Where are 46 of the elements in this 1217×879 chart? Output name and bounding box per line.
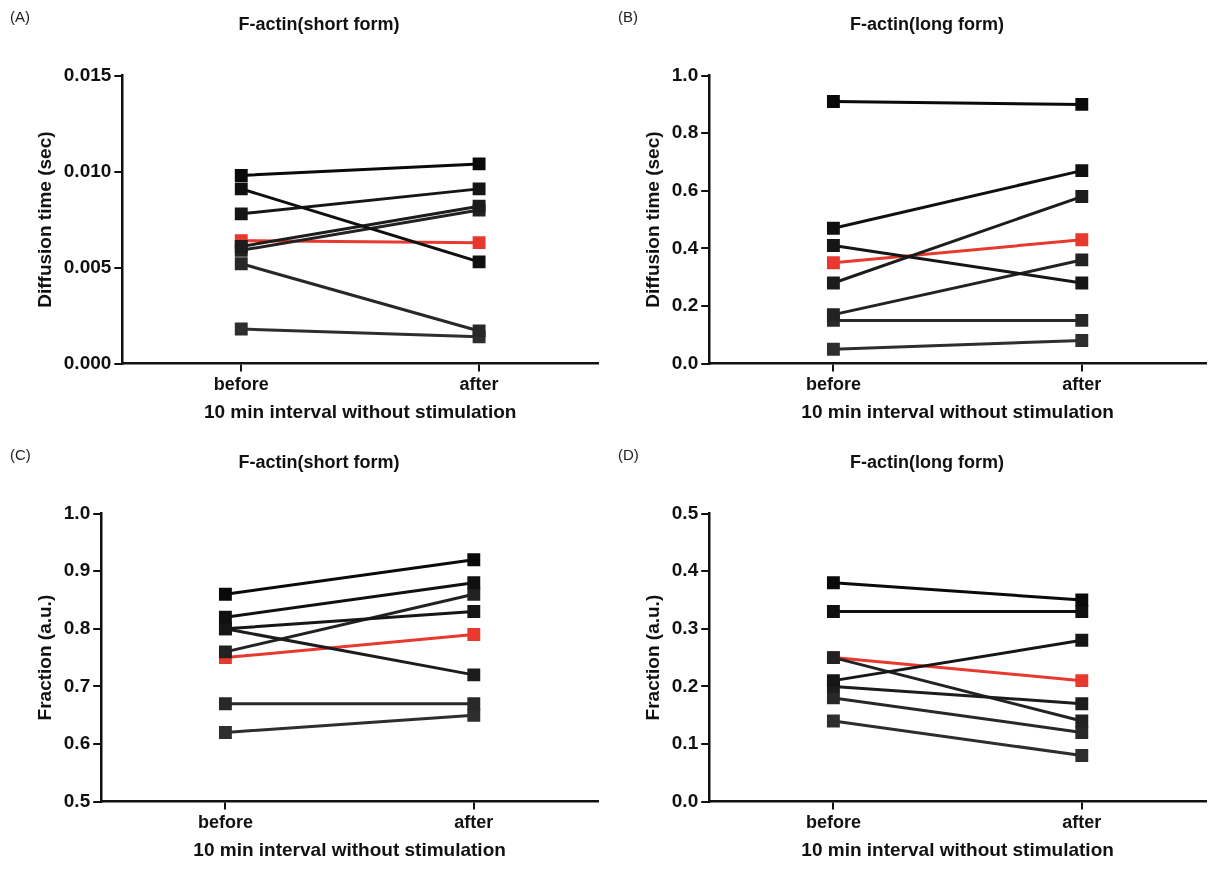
x-axis-title: 10 min interval without stimulation — [193, 838, 506, 860]
y-tick-label: 1.0 — [671, 63, 699, 85]
chart-title: F-actin(short form) — [238, 13, 400, 34]
text: (D) — [618, 446, 639, 463]
y-tick-label: 0.7 — [63, 674, 91, 696]
y-tick-label: 0.2 — [671, 674, 699, 696]
y-axis-title: Diffusion time (sec) — [33, 131, 55, 308]
y-tick-label: 0.6 — [63, 732, 91, 754]
chart-title: F-actin(long form) — [850, 13, 1004, 34]
y-tick-label: 0.0 — [671, 351, 699, 373]
x-axis-title: 10 min interval without stimulation — [801, 400, 1114, 422]
y-tick-label: 0.0 — [671, 789, 699, 811]
x-tick-label: after — [1062, 812, 1102, 833]
y-tick-label: 0.6 — [671, 179, 699, 201]
y-tick-label: 0.000 — [63, 351, 112, 373]
y-tick-label: 0.9 — [63, 559, 91, 581]
chart-title: F-actin(short form) — [238, 451, 400, 472]
y-tick-label: 0.8 — [671, 121, 699, 143]
y-tick-label: 0.5 — [63, 789, 91, 811]
y-tick-label: 0.2 — [671, 294, 699, 316]
text: (A) — [10, 8, 30, 25]
y-tick-label: 0.015 — [63, 63, 112, 85]
text: (C) — [10, 446, 31, 463]
y-tick-label: 0.010 — [63, 159, 112, 181]
x-tick-label: before — [805, 812, 861, 833]
y-tick-label: 0.4 — [671, 559, 699, 581]
y-tick-label: 0.1 — [671, 732, 699, 754]
x-tick-label: after — [454, 812, 494, 833]
x-axis-title: 10 min interval without stimulation — [203, 400, 517, 422]
y-axis-title: Diffusion time (sec) — [641, 131, 663, 308]
y-axis-title: Fraction (a.u.) — [641, 594, 663, 721]
y-tick-label: 0.005 — [63, 255, 112, 277]
y-tick-label: 0.5 — [671, 501, 699, 523]
y-tick-label: 0.4 — [671, 236, 699, 258]
x-tick-label: before — [213, 374, 269, 395]
y-tick-label: 1.0 — [63, 501, 91, 523]
x-tick-label: after — [459, 374, 499, 395]
y-tick-label: 0.8 — [63, 617, 91, 639]
y-axis-title: Fraction (a.u.) — [33, 594, 55, 721]
x-axis-title: 10 min interval without stimulation — [801, 838, 1114, 860]
chart-title: F-actin(long form) — [850, 451, 1004, 472]
x-tick-label: before — [805, 374, 861, 395]
x-tick-label: before — [197, 812, 253, 833]
x-tick-label: after — [1062, 374, 1102, 395]
y-tick-label: 0.3 — [671, 617, 699, 639]
text: (B) — [618, 8, 638, 25]
